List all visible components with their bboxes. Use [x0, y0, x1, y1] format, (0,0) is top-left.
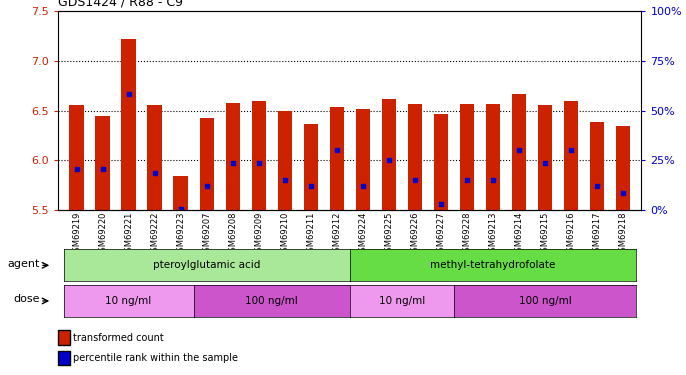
Bar — [460, 104, 474, 210]
FancyBboxPatch shape — [58, 351, 70, 365]
Bar — [304, 123, 318, 210]
Bar — [200, 118, 214, 210]
FancyBboxPatch shape — [58, 330, 70, 345]
Bar — [590, 122, 604, 210]
Text: GDS1424 / R88 - C9: GDS1424 / R88 - C9 — [58, 0, 183, 9]
Bar — [226, 103, 240, 210]
Text: 100 ng/ml: 100 ng/ml — [519, 296, 571, 306]
Text: pteroylglutamic acid: pteroylglutamic acid — [153, 260, 261, 270]
Bar — [278, 111, 292, 210]
Text: dose: dose — [13, 294, 40, 304]
Bar — [252, 101, 266, 210]
Bar — [512, 94, 526, 210]
Bar — [95, 116, 110, 210]
Bar — [121, 39, 136, 210]
Bar — [147, 105, 162, 210]
Text: 10 ng/ml: 10 ng/ml — [379, 296, 425, 306]
Text: methyl-tetrahydrofolate: methyl-tetrahydrofolate — [430, 260, 556, 270]
Bar — [407, 104, 422, 210]
Bar — [381, 99, 396, 210]
Bar — [538, 105, 552, 210]
Bar — [616, 126, 630, 210]
Text: agent: agent — [7, 259, 40, 269]
Bar — [434, 114, 448, 210]
Text: 10 ng/ml: 10 ng/ml — [106, 296, 152, 306]
Bar — [564, 101, 578, 210]
Bar — [69, 105, 84, 210]
Bar — [486, 104, 500, 210]
Bar — [174, 176, 188, 210]
Text: 100 ng/ml: 100 ng/ml — [246, 296, 298, 306]
Text: percentile rank within the sample: percentile rank within the sample — [73, 353, 239, 363]
Bar — [356, 109, 370, 210]
Bar — [330, 106, 344, 210]
Text: transformed count: transformed count — [73, 333, 164, 343]
